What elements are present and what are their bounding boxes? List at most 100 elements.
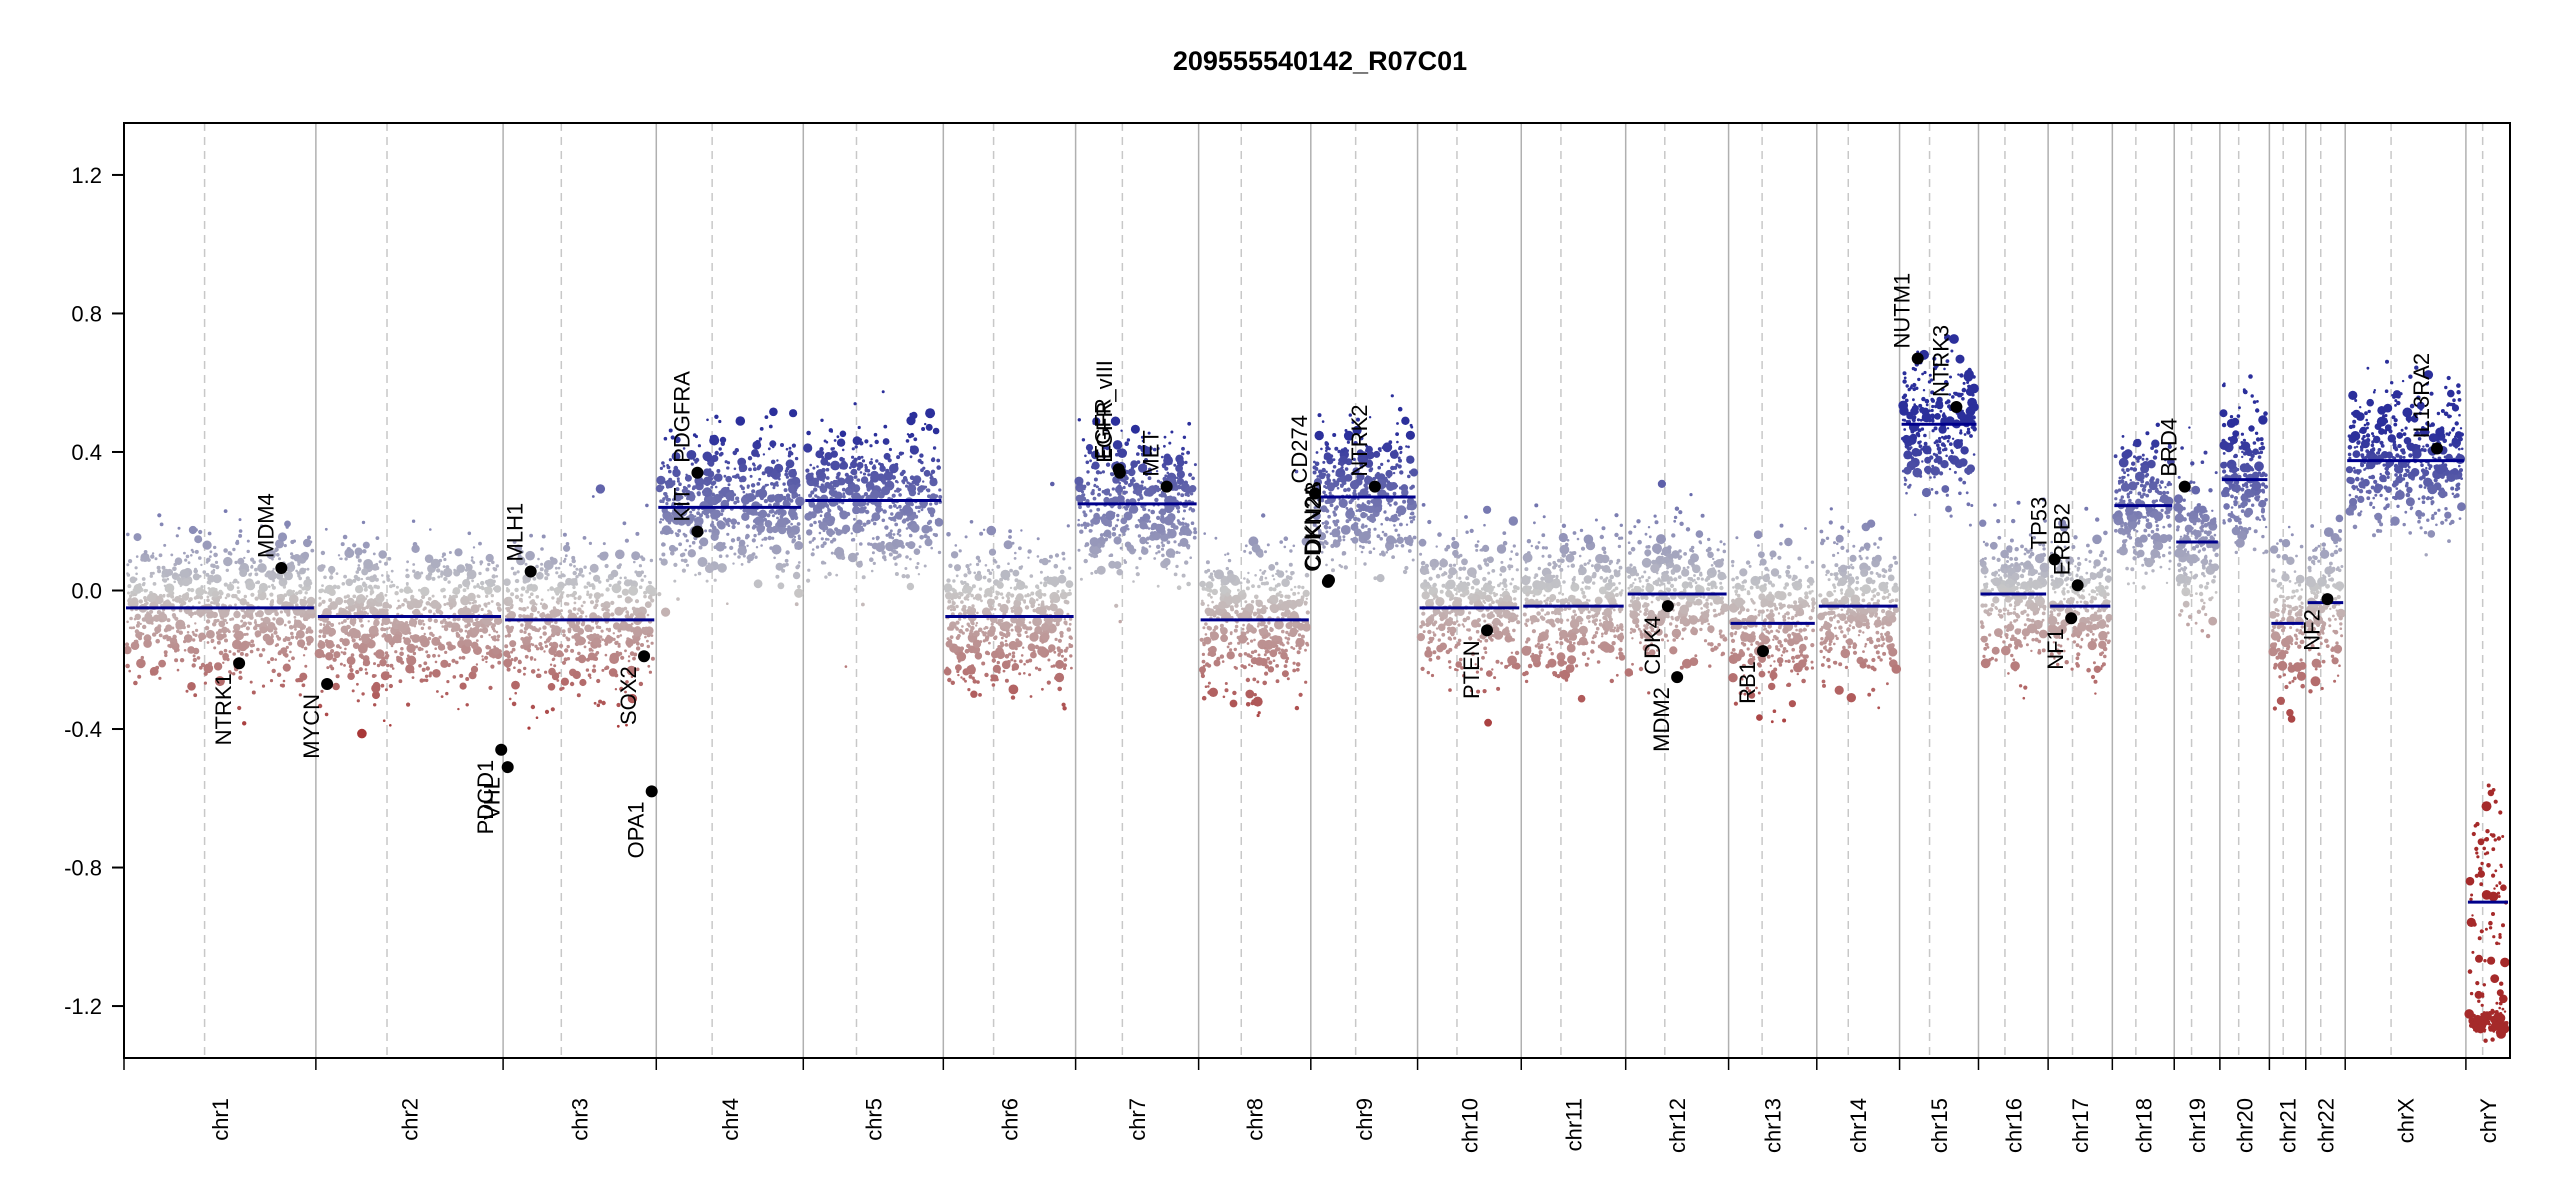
probe-point (514, 594, 520, 600)
probe-point (1179, 537, 1189, 547)
probe-point (193, 568, 198, 574)
probe-point (986, 651, 991, 656)
probe-point (411, 544, 420, 553)
probe-point (746, 493, 756, 502)
probe-point (670, 551, 675, 556)
probe-point (624, 649, 627, 653)
probe-point (388, 626, 391, 629)
probe-point (867, 473, 871, 477)
probe-point (1192, 535, 1197, 540)
probe-point (863, 506, 867, 510)
probe-point (1052, 625, 1056, 630)
probe-point (546, 573, 550, 577)
probe-point (618, 563, 622, 567)
probe-point (284, 520, 291, 528)
probe-point (887, 531, 893, 537)
probe-point (974, 593, 982, 601)
probe-point (454, 548, 463, 557)
probe-point (345, 624, 351, 630)
probe-point (1088, 553, 1092, 556)
probe-point (908, 434, 913, 439)
probe-point (232, 652, 236, 656)
probe-point (666, 465, 671, 470)
probe-point (793, 468, 796, 472)
probe-point (1013, 659, 1017, 663)
probe-point (409, 635, 414, 639)
probe-point (881, 390, 885, 394)
probe-point (1296, 650, 1301, 655)
probe-point (1284, 659, 1289, 664)
probe-point (991, 658, 996, 663)
probe-point (826, 520, 831, 525)
probe-point (1089, 509, 1093, 513)
probe-point (889, 529, 893, 533)
probe-point (561, 629, 566, 634)
probe-point (381, 574, 384, 577)
probe-point (945, 640, 953, 648)
probe-point (812, 466, 816, 470)
probe-point (842, 494, 846, 499)
probe-point (917, 510, 921, 513)
probe-point (553, 587, 562, 595)
probe-point (301, 551, 310, 560)
probe-point (972, 639, 982, 648)
probe-point (837, 530, 841, 534)
probe-point (511, 647, 516, 652)
probe-point (746, 484, 750, 488)
probe-point (186, 631, 190, 634)
probe-point (1161, 553, 1165, 558)
probe-point (1038, 606, 1047, 616)
probe-point (563, 601, 568, 606)
probe-point (1132, 580, 1135, 583)
probe-point (946, 637, 950, 641)
probe-point (353, 574, 359, 580)
probe-point (1176, 585, 1182, 590)
probe-point (891, 536, 895, 540)
probe-point (318, 640, 323, 644)
probe-point (202, 540, 212, 550)
probe-point (906, 416, 916, 426)
probe-point (751, 501, 761, 511)
probe-point (1118, 619, 1122, 624)
probe-point (1252, 677, 1257, 682)
probe-point (1048, 559, 1051, 563)
probe-point (549, 556, 554, 561)
probe-point (1304, 680, 1308, 684)
probe-point (710, 485, 714, 489)
probe-point (359, 594, 364, 599)
probe-point (150, 554, 155, 559)
probe-point (778, 477, 781, 481)
probe-point (429, 528, 432, 531)
probe-point (908, 533, 913, 538)
probe-point (589, 600, 595, 605)
probe-point (520, 644, 525, 649)
probe-point (172, 566, 177, 572)
probe-point (203, 671, 208, 676)
probe-point (292, 539, 296, 543)
probe-point (825, 440, 829, 444)
probe-point (697, 557, 708, 567)
probe-point (485, 567, 490, 572)
probe-point (484, 655, 489, 660)
probe-point (905, 527, 909, 530)
probe-point (569, 563, 573, 567)
probe-point (646, 639, 649, 643)
probe-point (1008, 684, 1019, 695)
probe-point (955, 604, 959, 609)
probe-point (290, 552, 294, 556)
probe-point (442, 595, 447, 599)
probe-point (934, 501, 939, 506)
probe-point (563, 657, 568, 662)
probe-point (498, 603, 502, 607)
probe-point (309, 602, 312, 605)
probe-point (1229, 632, 1233, 636)
probe-point (912, 475, 922, 484)
probe-point (650, 641, 654, 645)
probe-point (324, 712, 329, 717)
probe-point (289, 568, 293, 572)
probe-point (991, 650, 999, 659)
probe-point (740, 475, 747, 483)
probe-point (451, 594, 456, 599)
probe-point (1258, 609, 1262, 613)
probe-point (301, 683, 306, 688)
